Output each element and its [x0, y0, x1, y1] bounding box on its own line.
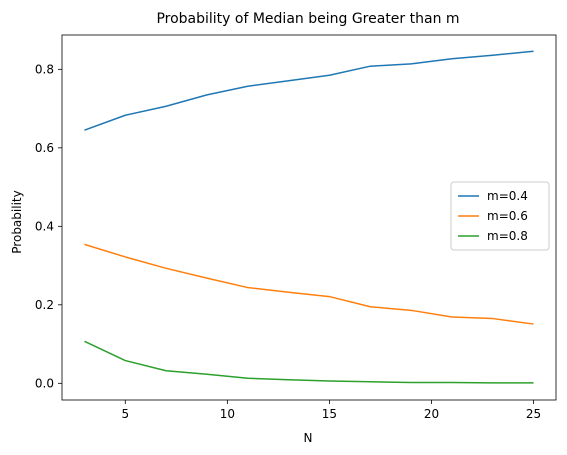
y-tick-label: 0.6 — [35, 141, 54, 155]
series-line-m-0-6 — [84, 243, 534, 325]
axes-frame — [61, 34, 557, 401]
x-axis-ticks: 5 10 15 20 25 — [121, 400, 541, 421]
y-tick-label: 0.2 — [35, 298, 54, 312]
y-tick-label: 0.8 — [35, 62, 54, 76]
x-tick-label: 15 — [322, 407, 337, 421]
x-axis-label: N — [304, 431, 313, 445]
y-axis-label: Probability — [10, 190, 24, 253]
legend-box — [450, 181, 550, 251]
x-tick-label: 10 — [220, 407, 235, 421]
series-line-m-0-4 — [84, 50, 534, 131]
legend-label: m=0.4 — [487, 189, 528, 203]
y-tick-label: 0.4 — [35, 219, 54, 233]
y-tick-label: 0.0 — [35, 376, 54, 390]
y-axis-ticks: 0.0 0.2 0.4 0.6 0.8 — [35, 62, 62, 390]
x-tick-label: 25 — [526, 407, 541, 421]
series-layer — [84, 50, 534, 384]
x-tick-label: 5 — [121, 407, 129, 421]
legend-label: m=0.6 — [487, 209, 528, 223]
x-tick-label: 20 — [424, 407, 439, 421]
legend: m=0.4 m=0.6 m=0.8 — [450, 181, 550, 251]
chart-title: Probability of Median being Greater than… — [156, 11, 459, 27]
series-line-m-0-8 — [84, 340, 534, 384]
legend-label: m=0.8 — [487, 229, 528, 243]
